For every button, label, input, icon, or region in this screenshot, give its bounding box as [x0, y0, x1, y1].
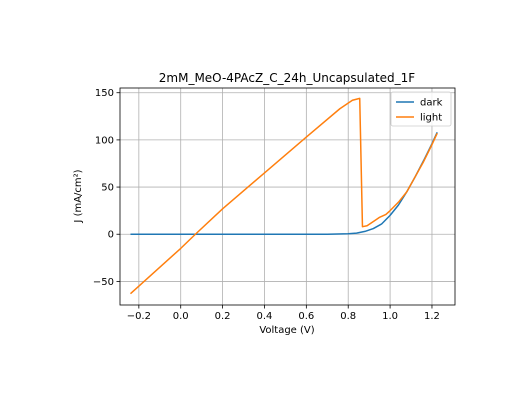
- series-lines: [129, 97, 438, 295]
- x-tick-label: 0.2: [215, 311, 231, 322]
- series-line-light: [129, 97, 438, 295]
- x-axis-label: Voltage (V): [259, 325, 314, 336]
- chart-title: 2mM_MeO-4PAcZ_C_24h_Uncapsulated_1F: [159, 71, 416, 85]
- x-tick-label: 0.4: [257, 311, 273, 322]
- y-tick-label: −50: [93, 277, 114, 288]
- x-tick-label: 0.0: [173, 311, 189, 322]
- y-axis-label: J (mA/cm²): [73, 169, 84, 223]
- x-tick-label: −0.2: [127, 311, 151, 322]
- plot-frame: [119, 87, 456, 306]
- y-tick-label: 150: [95, 88, 114, 99]
- x-tick-label: 1.2: [424, 311, 440, 322]
- x-tick-label: 1.0: [382, 311, 398, 322]
- legend-label-dark: dark: [420, 98, 443, 109]
- y-tick-label: 0: [108, 230, 114, 241]
- x-tick-label: 0.8: [340, 311, 356, 322]
- x-tick-label: 0.6: [298, 311, 314, 322]
- x-ticks: −0.2 0.0 0.2 0.4 0.6 0.8 1.0 1.2: [127, 305, 440, 322]
- legend: dark light: [390, 91, 452, 127]
- y-tick-label: 50: [101, 183, 114, 194]
- y-tick-label: 100: [95, 135, 114, 146]
- legend-label-light: light: [420, 113, 442, 124]
- y-ticks: −50 0 50 100 150: [93, 88, 120, 288]
